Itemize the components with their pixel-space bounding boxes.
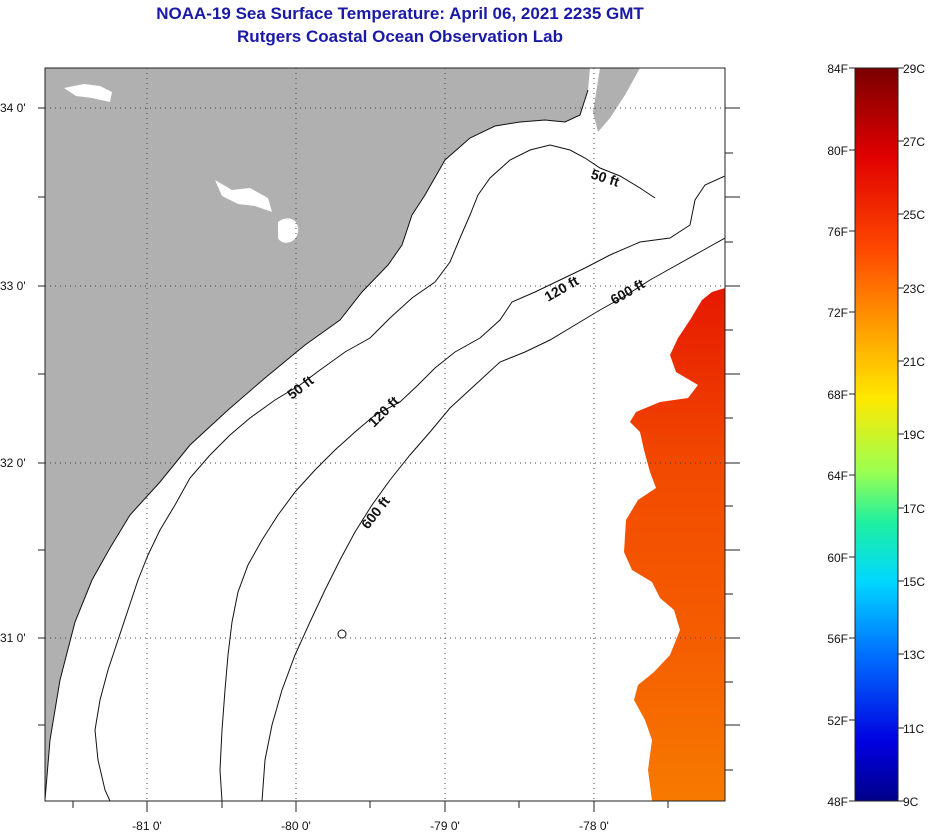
colorbar-f-label: 80F <box>827 144 848 158</box>
inland-lake <box>64 84 112 102</box>
map-border <box>44 67 726 802</box>
inland-lake <box>278 218 299 243</box>
sst-warm-water <box>624 288 725 801</box>
map-title: NOAA-19 Sea Surface Temperature: April 0… <box>156 4 644 23</box>
colorbar-c-label: 13C <box>903 648 925 662</box>
colorbar-f-label: 64F <box>827 469 848 483</box>
color-scale-bar <box>854 67 899 802</box>
inland-lake <box>215 180 272 212</box>
colorbar-c-label: 11C <box>903 722 924 736</box>
lat-label: 33 0' <box>0 279 26 293</box>
colorbar-c-label: 23C <box>903 282 925 296</box>
colorbar-f-label: 72F <box>827 306 848 320</box>
map-subtitle: Rutgers Coastal Ocean Observation Lab <box>237 27 563 46</box>
colorbar-c-label: 9C <box>903 795 919 809</box>
lat-label: 32 0' <box>0 456 26 470</box>
seamount-contour <box>337 629 347 639</box>
colorbar-c-label: 21C <box>903 355 925 369</box>
colorbar-f-label: 84F <box>827 62 848 76</box>
colorbar-f-label: 60F <box>827 551 848 565</box>
contour-50ft <box>94 144 656 801</box>
land-cape <box>593 68 640 132</box>
colorbar-c-label: 27C <box>903 135 925 149</box>
lon-label: -81 0' <box>132 819 162 832</box>
contour-600ft <box>261 237 725 801</box>
axis-ticks <box>38 107 740 812</box>
coastline <box>45 89 589 801</box>
graticule <box>45 68 725 801</box>
land-mass <box>45 68 590 800</box>
colorbar-c-label: 25C <box>903 208 925 222</box>
colorbar-f-label: 48F <box>827 795 848 809</box>
colorbar-c-label: 29C <box>903 62 925 76</box>
colorbar-ticks <box>849 67 904 802</box>
contour-120ft <box>219 175 725 801</box>
colorbar-f-label: 76F <box>827 225 848 239</box>
colorbar-c-label: 17C <box>903 502 925 516</box>
lat-label: 34 0' <box>0 101 26 115</box>
lon-label: -78 0' <box>579 819 609 832</box>
colorbar-c-label: 15C <box>903 575 925 589</box>
lat-label: 31 0' <box>0 631 26 645</box>
colorbar-f-label: 52F <box>827 714 848 728</box>
colorbar-c-label: 19C <box>903 428 925 442</box>
lon-label: -79 0' <box>430 819 460 832</box>
colorbar-f-label: 68F <box>827 388 848 402</box>
lon-label: -80 0' <box>281 819 311 832</box>
colorbar-f-label: 56F <box>827 632 848 646</box>
